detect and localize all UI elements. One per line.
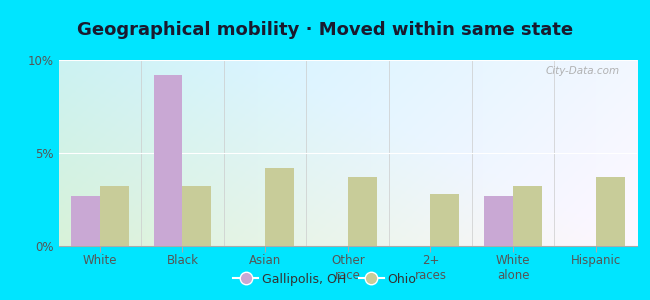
Bar — [153, 75, 183, 246]
Bar — [348, 177, 377, 246]
Bar — [183, 187, 211, 246]
Legend: Gallipolis, OH, Ohio: Gallipolis, OH, Ohio — [228, 268, 422, 291]
Bar — [513, 187, 542, 246]
Bar — [595, 177, 625, 246]
Text: City-Data.com: City-Data.com — [545, 66, 619, 76]
Text: Geographical mobility · Moved within same state: Geographical mobility · Moved within sam… — [77, 21, 573, 39]
Bar — [71, 196, 100, 246]
Bar — [430, 194, 460, 246]
Bar — [100, 187, 129, 246]
Bar — [265, 168, 294, 246]
Bar — [484, 196, 513, 246]
